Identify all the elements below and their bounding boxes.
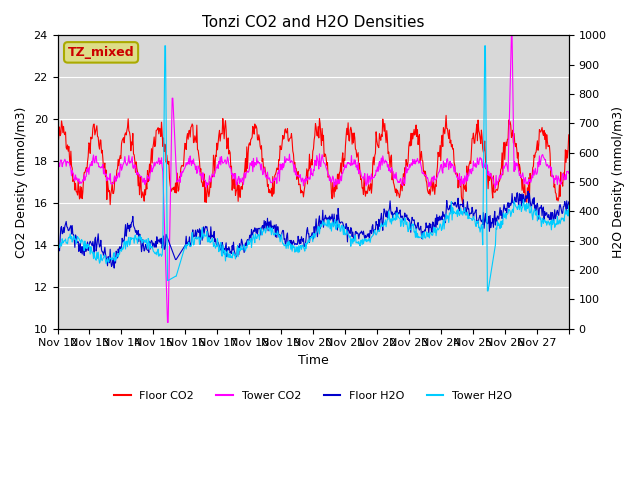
Y-axis label: H2O Density (mmol/m3): H2O Density (mmol/m3): [612, 106, 625, 258]
Title: Tonzi CO2 and H2O Densities: Tonzi CO2 and H2O Densities: [202, 15, 424, 30]
Y-axis label: CO2 Density (mmol/m3): CO2 Density (mmol/m3): [15, 106, 28, 258]
Legend: Floor CO2, Tower CO2, Floor H2O, Tower H2O: Floor CO2, Tower CO2, Floor H2O, Tower H…: [109, 386, 516, 405]
X-axis label: Time: Time: [298, 354, 328, 367]
Text: TZ_mixed: TZ_mixed: [68, 46, 134, 59]
